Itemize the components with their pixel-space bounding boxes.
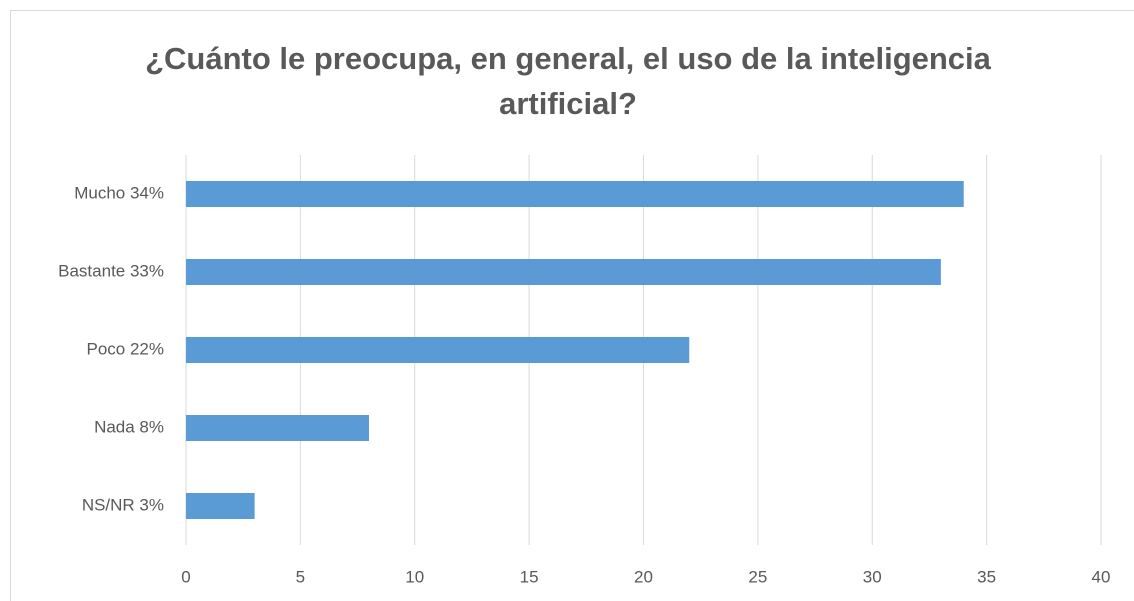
y-tick-label: Mucho 34% <box>74 183 164 202</box>
bar <box>186 181 964 207</box>
x-tick-label: 40 <box>1092 567 1111 586</box>
x-tick-label: 25 <box>748 567 767 586</box>
y-tick-label: Bastante 33% <box>58 261 164 280</box>
bar <box>186 337 690 363</box>
bar <box>186 493 255 519</box>
x-tick-label: 0 <box>181 567 190 586</box>
x-tick-label: 10 <box>405 567 424 586</box>
bar <box>186 415 369 441</box>
y-tick-label: Nada 8% <box>94 417 164 436</box>
x-tick-label: 30 <box>863 567 882 586</box>
y-tick-label: Poco 22% <box>87 339 165 358</box>
y-tick-label: NS/NR 3% <box>82 495 164 514</box>
x-tick-label: 20 <box>634 567 653 586</box>
x-tick-label: 15 <box>520 567 539 586</box>
chart-frame <box>10 10 1134 601</box>
chart-title: ¿Cuánto le preocupa, en general, el uso … <box>145 41 991 121</box>
bar <box>186 259 941 285</box>
x-tick-label: 35 <box>977 567 996 586</box>
x-tick-label: 5 <box>296 567 305 586</box>
